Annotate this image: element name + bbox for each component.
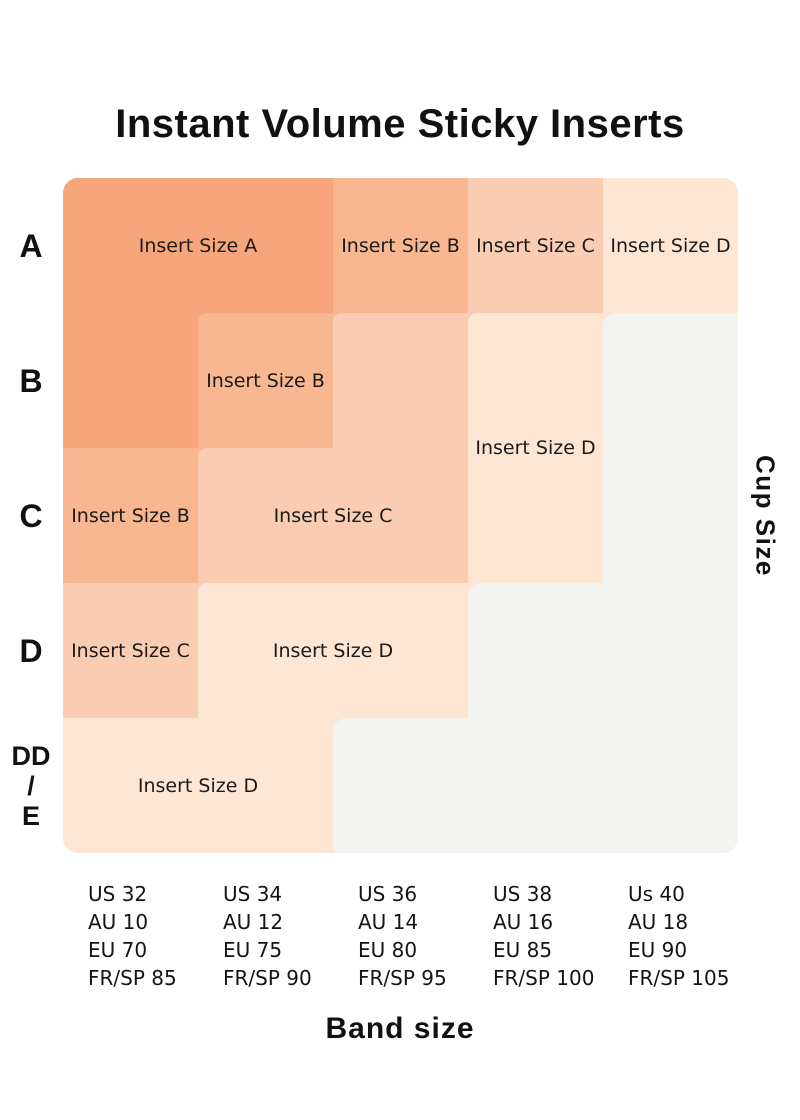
grid-cell-r2-c2 <box>333 448 468 583</box>
band-size-column-label: US 38 AU 16 EU 85 FR/SP 100 <box>493 882 595 990</box>
grid-cell-r3-c0 <box>63 583 198 718</box>
grid-cell-r2-c0 <box>63 448 198 583</box>
grid-cell-r4-c0 <box>63 718 198 853</box>
grid-cell-r0-c4 <box>603 178 738 313</box>
cup-size-row-label: A <box>19 227 43 264</box>
insert-size-label: Insert Size A <box>138 234 258 257</box>
grid-cell-r1-c3 <box>468 313 603 448</box>
grid-cell-r4-c2 <box>333 718 468 853</box>
grid-cell-r1-c2 <box>333 313 468 448</box>
band-size-axis-title: Band size <box>325 1012 475 1045</box>
grid-cell-r0-c3 <box>468 178 603 313</box>
band-size-column-label: US 34 AU 12 EU 75 FR/SP 90 <box>223 882 312 990</box>
grid-cell-r3-c3 <box>468 583 603 718</box>
grid-cell-r3-c2 <box>333 583 468 718</box>
insert-size-label: Insert Size D <box>272 639 394 662</box>
size-chart-grid: Insert Size A Insert Size B Insert Size C I… <box>63 178 738 853</box>
grid-cell-r3-c1 <box>198 583 333 718</box>
cup-size-axis-title: Cup Size <box>750 454 781 577</box>
grid-cell-r2-c1 <box>198 448 333 583</box>
cup-size-row-label: B <box>19 362 43 399</box>
grid-cell-r1-c1 <box>198 313 333 448</box>
insert-size-label: Insert Size C <box>476 234 595 257</box>
grid-cell-r1-c0 <box>63 313 198 448</box>
grid-cell-r2-c3 <box>468 448 603 583</box>
grid-cell-r4-c4 <box>603 718 738 853</box>
cup-size-row-label: C <box>19 497 43 534</box>
cup-size-row-label: DD / E <box>11 740 51 831</box>
insert-size-label: Insert Size B <box>206 369 325 392</box>
grid-cell-r0-c2 <box>333 178 468 313</box>
grid-cell-r0-c0 <box>63 178 198 313</box>
insert-size-label: Insert Size D <box>610 234 731 257</box>
grid-cell-r4-c3 <box>468 718 603 853</box>
insert-size-label: Insert Size B <box>341 234 460 257</box>
insert-size-label: Insert Size D <box>475 437 596 459</box>
cup-size-row-label: D <box>19 632 43 669</box>
insert-size-label: Insert Size C <box>71 639 190 662</box>
band-size-columns: US 32 AU 10 EU 70 FR/SP 85 US 34 AU 12 EU 75 FR… <box>63 880 738 992</box>
grid-cell-r1-c4 <box>603 313 738 448</box>
insert-size-label: Insert Size B <box>71 504 190 527</box>
insert-size-label: Insert Size C <box>273 504 393 527</box>
band-size-column-label: US 36 AU 14 EU 80 FR/SP 95 <box>358 882 447 990</box>
grid-cell-r3-c4 <box>603 583 738 718</box>
grid-cell-r2-c4 <box>603 448 738 583</box>
chart-title: Instant Volume Sticky Inserts <box>115 102 685 146</box>
grid-cell-r4-c1 <box>198 718 333 853</box>
insert-size-label: Insert Size D <box>137 774 259 797</box>
band-size-column-label: US 32 AU 10 EU 70 FR/SP 85 <box>88 882 177 990</box>
band-size-column-label: Us 40 AU 18 EU 90 FR/SP 105 <box>628 882 730 990</box>
grid-cell-r0-c1 <box>198 178 333 313</box>
